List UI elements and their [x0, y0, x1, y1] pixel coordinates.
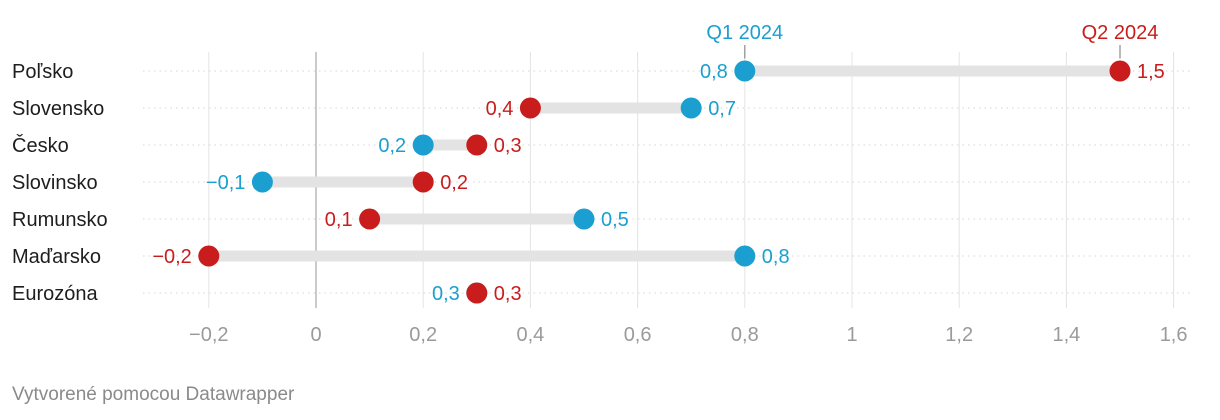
category-label: Rumunsko — [12, 209, 108, 231]
q2-value-label: −0,2 — [152, 246, 191, 268]
x-tick-label: 1,6 — [1160, 324, 1188, 346]
q1-value-label: 0,8 — [762, 246, 790, 268]
x-tick-label: 0,6 — [624, 324, 652, 346]
q1-value-label: 0,2 — [378, 135, 406, 157]
q1-dot — [734, 60, 756, 82]
q2-dot — [412, 171, 434, 193]
credit-footer: Vytvorené pomocou Datawrapper — [12, 384, 295, 405]
x-tick-label: −0,2 — [189, 324, 228, 346]
x-tick-label: 1,2 — [945, 324, 973, 346]
series-annotation: Q2 2024 — [1082, 22, 1159, 44]
q2-dot — [466, 134, 488, 156]
x-tick-label: 1 — [846, 324, 857, 346]
x-tick-label: 1,4 — [1052, 324, 1080, 346]
q2-value-label: 1,5 — [1137, 61, 1165, 83]
q2-dot — [1109, 60, 1131, 82]
series-annotation: Q1 2024 — [706, 22, 783, 44]
q2-dot — [359, 208, 381, 230]
category-label: Eurozóna — [12, 283, 98, 305]
q2-dot — [198, 245, 220, 267]
q1-value-label: 0,5 — [601, 209, 629, 231]
q1-value-label: 0,8 — [700, 61, 728, 83]
category-label: Maďarsko — [12, 246, 101, 268]
category-label: Slovinsko — [12, 172, 98, 194]
category-label: Slovensko — [12, 98, 104, 120]
q1-dot — [412, 134, 434, 156]
q2-value-label: 0,3 — [494, 283, 522, 305]
category-label: Poľsko — [12, 61, 73, 83]
q1-dot — [734, 245, 756, 267]
q1-value-label: −0,1 — [206, 172, 245, 194]
q1-dot — [573, 208, 595, 230]
x-tick-label: 0,2 — [409, 324, 437, 346]
q2-value-label: 0,4 — [486, 98, 514, 120]
category-label: Česko — [12, 134, 69, 157]
q2-value-label: 0,1 — [325, 209, 353, 231]
q2-dot — [519, 97, 541, 119]
q2-dot — [466, 282, 488, 304]
q1-value-label: 0,3 — [432, 283, 460, 305]
q2-value-label: 0,3 — [494, 135, 522, 157]
q1-dot — [251, 171, 273, 193]
x-tick-label: 0,4 — [516, 324, 544, 346]
q2-value-label: 0,2 — [440, 172, 468, 194]
q1-value-label: 0,7 — [708, 98, 736, 120]
x-tick-label: 0 — [310, 324, 321, 346]
x-tick-label: 0,8 — [731, 324, 759, 346]
q1-dot — [680, 97, 702, 119]
